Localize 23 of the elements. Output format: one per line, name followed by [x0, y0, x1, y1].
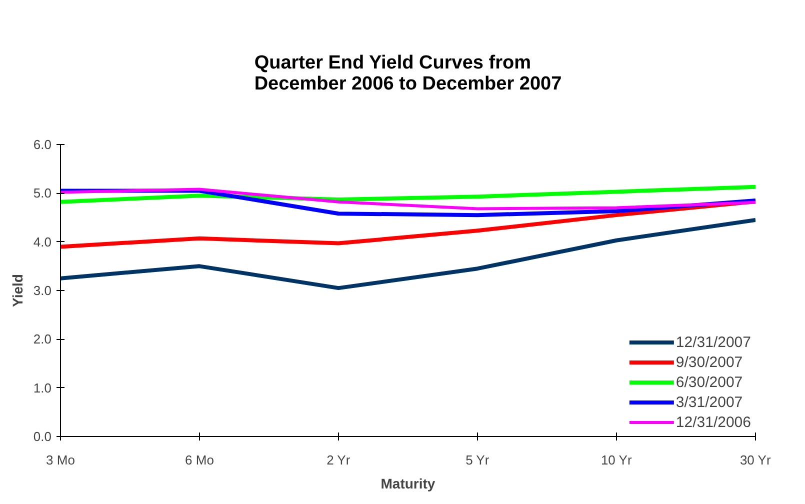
line-series [60, 188, 756, 210]
y-tick-label: 3.0 [33, 283, 52, 298]
legend-label: 12/31/2006 [676, 414, 751, 430]
y-axis-title: Yield [9, 274, 26, 307]
y-tick-label: 0.0 [33, 429, 52, 444]
legend-label: 6/30/2007 [676, 374, 743, 390]
x-tick-label: 30 Yr [740, 452, 772, 468]
y-tick-label: 6.0 [33, 137, 52, 152]
y-tick-label: 4.0 [33, 234, 52, 250]
legend-label: 3/31/2007 [676, 394, 743, 410]
x-tick-label: 2 Yr [326, 452, 351, 468]
legend-label: 12/31/2007 [676, 334, 751, 350]
y-tick-label: 2.0 [33, 332, 52, 347]
legend-label: 9/30/2007 [676, 354, 743, 370]
x-tick-label: 10 Yr [600, 452, 632, 468]
chart-title: Quarter End Yield Curves from December 2006 to December 2007 [254, 52, 562, 94]
y-tick-label: 1.0 [33, 380, 52, 396]
x-tick-label: 6 Mo [185, 452, 214, 468]
line-series [60, 218, 756, 290]
x-axis-title: Maturity [380, 476, 436, 492]
y-tick-label: 5.0 [33, 186, 52, 201]
x-tick-label: 5 Yr [466, 452, 490, 468]
x-tick-label: 3 Mo [46, 452, 75, 468]
